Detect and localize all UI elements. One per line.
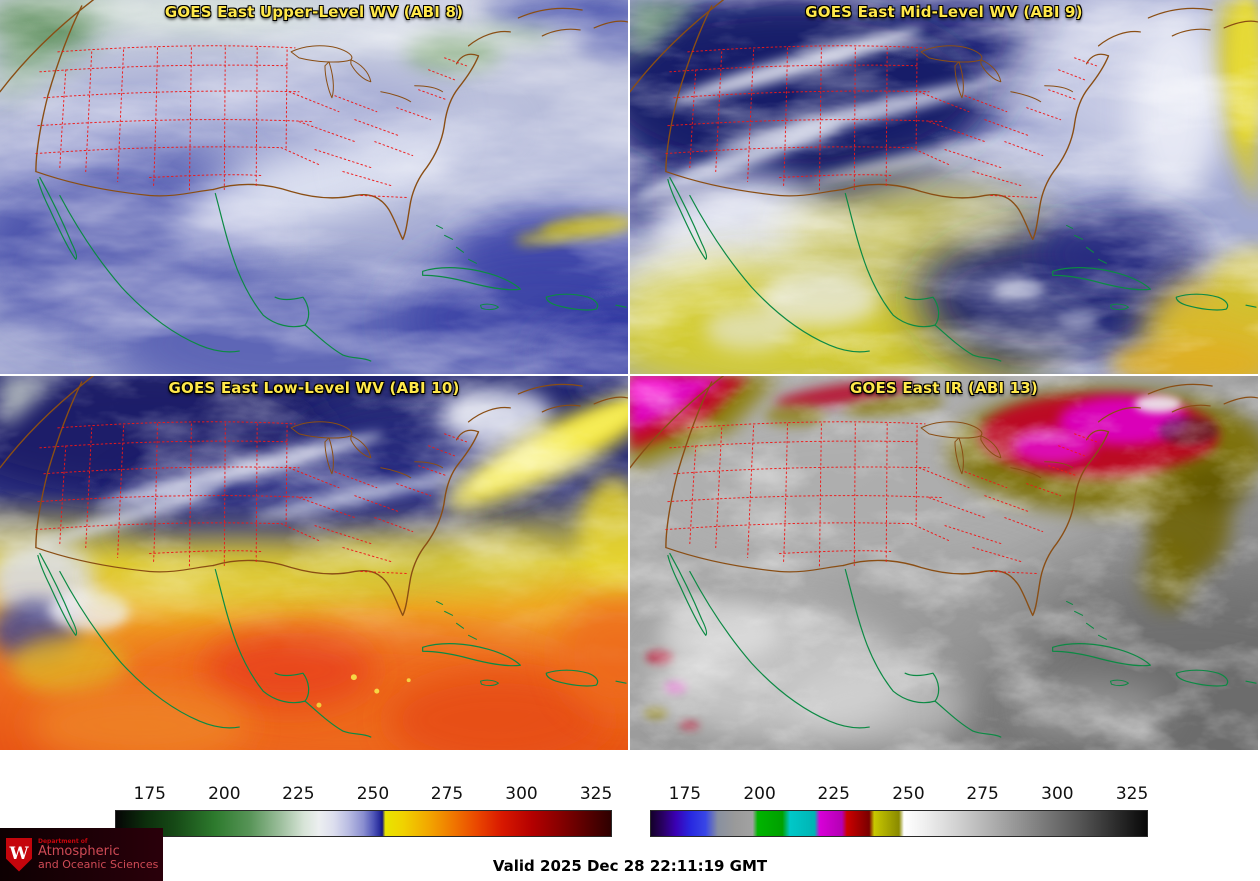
wv-tick-label: 300 <box>505 784 538 804</box>
panel-ir: GOES East IR (ABI 13) <box>630 376 1258 750</box>
ir-tick-label: 225 <box>817 784 850 804</box>
wv-colorbar-gradient <box>115 810 612 837</box>
wv-tick-label: 200 <box>208 784 241 804</box>
wv-tick-label: 275 <box>430 784 464 804</box>
wv-tick-label: 175 <box>133 784 167 804</box>
ir-tick-label: 325 <box>1115 784 1149 804</box>
panel-upper-level-wv: GOES East Upper-Level WV (ABI 8) <box>0 0 628 374</box>
ir-colorbar-gradient <box>650 810 1148 837</box>
logo-text: Department of Atmospheric and Oceanic Sc… <box>38 837 159 871</box>
logo-line-1: Atmospheric <box>38 844 120 860</box>
ir-tick-label: 275 <box>966 784 999 804</box>
crest-letter: W <box>9 844 29 864</box>
logo-dept-line: Department of <box>38 837 88 845</box>
ir-tick-label: 250 <box>892 784 925 804</box>
ir-tick-label: 300 <box>1041 784 1074 804</box>
uw-aos-logo: W Department of Atmospheric and Oceanic … <box>0 828 163 881</box>
wv-colorbar-ticks: 175 200 225 250 275 300 325 <box>115 784 613 806</box>
panel-low-level-wv: GOES East Low-Level WV (ABI 10) <box>0 376 628 750</box>
wv-tick-label: 250 <box>356 784 390 804</box>
ir-colorbar: 175 200 225 250 275 300 325 <box>650 784 1148 848</box>
ir-tick-label: 175 <box>668 784 702 804</box>
valid-timestamp: Valid 2025 Dec 28 22:11:19 GMT <box>492 857 768 875</box>
ir-imagery <box>630 376 1258 750</box>
quad-panel-grid: GOES East Upper-Level WV (ABI 8) <box>0 0 1260 750</box>
wv-tick-label: 325 <box>579 784 613 804</box>
logo-line-2: and Oceanic Sciences <box>38 857 159 871</box>
ir-colorbar-ticks: 175 200 225 250 275 300 325 <box>650 784 1149 806</box>
low-level-wv-imagery <box>0 376 628 750</box>
ir-tick-label: 200 <box>743 784 776 804</box>
panel-mid-level-wv: GOES East Mid-Level WV (ABI 9) <box>630 0 1258 374</box>
mid-level-wv-imagery <box>630 0 1258 374</box>
upper-level-wv-imagery <box>0 0 628 374</box>
wv-colorbar: 175 200 225 250 275 300 325 <box>115 784 612 848</box>
wv-tick-label: 225 <box>282 784 315 804</box>
